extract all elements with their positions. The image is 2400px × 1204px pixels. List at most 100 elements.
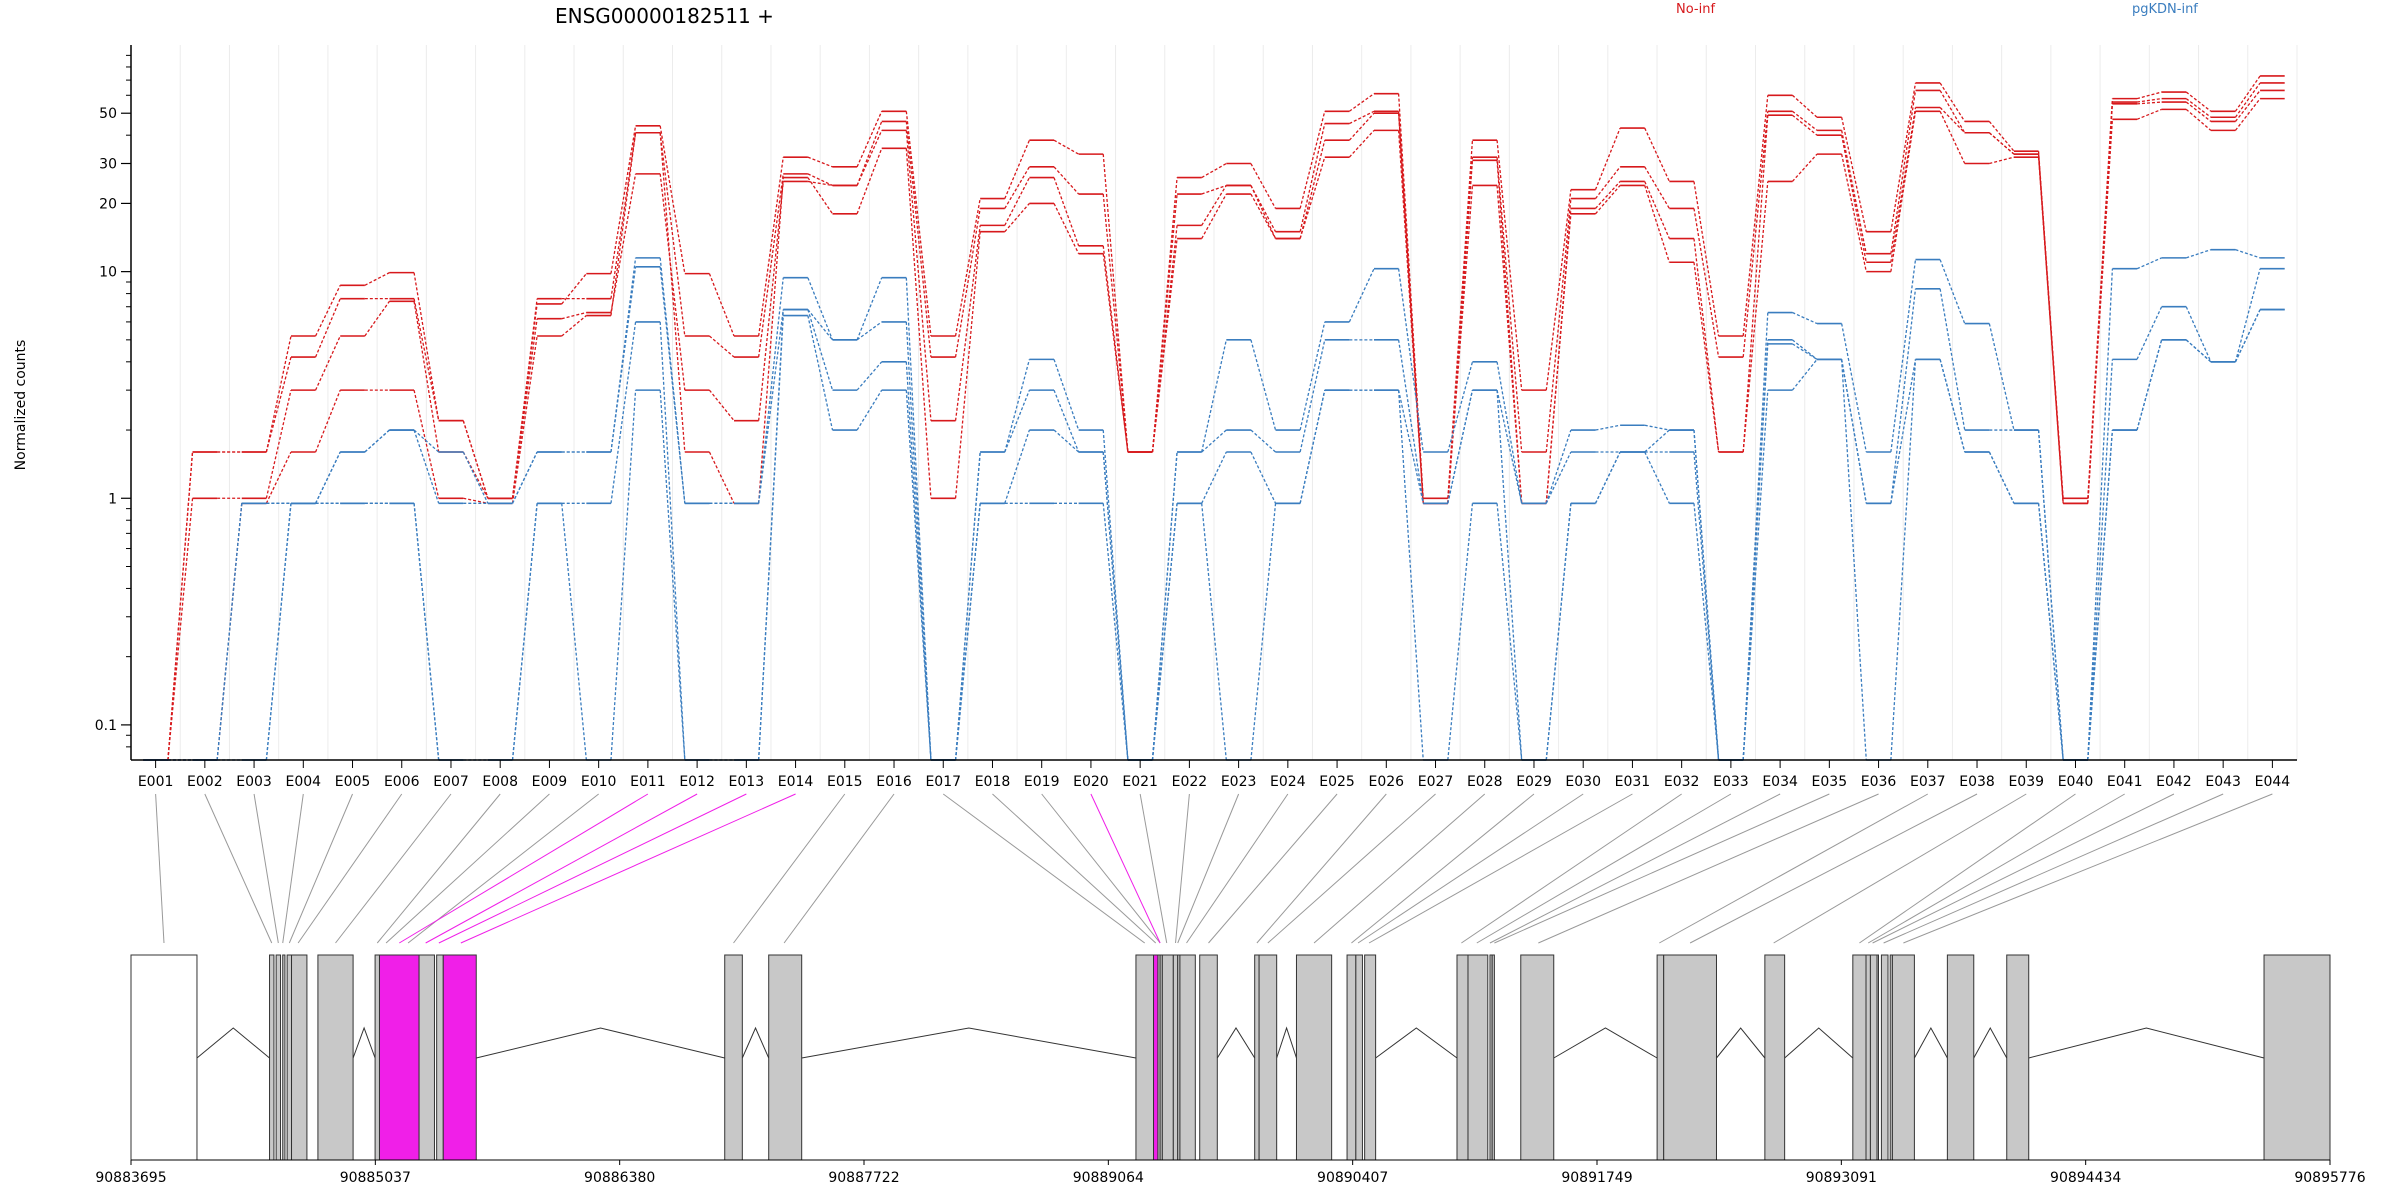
x-tick-label: E039 [2008, 774, 2044, 790]
series-connector [1644, 185, 1670, 263]
series-connector [2234, 90, 2261, 122]
series-connector [315, 285, 341, 337]
series-connector [1102, 253, 1129, 453]
series-connector [2186, 249, 2212, 259]
legend-pgkdn-inf: pgKDN-inf [2132, 2, 2198, 17]
series-connector [1102, 429, 1129, 761]
series-connector [1742, 343, 1769, 761]
bin-connector [376, 793, 501, 944]
series-connector [1644, 424, 1670, 431]
genomic-tick-label: 90893091 [1806, 1170, 1877, 1186]
bin-connector [1867, 793, 2125, 944]
exon-block [418, 954, 435, 1161]
series-connector [1594, 166, 1621, 200]
bin-connector [460, 793, 796, 944]
bin-connector [1090, 793, 1161, 944]
intron-line [741, 1026, 770, 1059]
series-connector [2234, 82, 2261, 118]
exon-block [1346, 954, 1357, 1161]
series-connector [1004, 177, 1030, 226]
series-connector [610, 321, 637, 504]
series-connector [708, 273, 735, 337]
series-connector [2185, 339, 2212, 363]
series-connector [1250, 339, 1277, 431]
series-connector [659, 132, 686, 337]
exon-block [1364, 954, 1377, 1161]
series-connector [1151, 451, 1178, 761]
exon-block [275, 954, 282, 1161]
series-pgkdn-inf [143, 308, 2285, 761]
series-connector [1791, 153, 1818, 182]
series-connector [1890, 107, 1917, 263]
series-connector [1841, 130, 1867, 254]
series-connector [265, 503, 292, 761]
series-connector [1496, 503, 1523, 761]
exon-block [282, 954, 286, 1161]
exon-block [1491, 954, 1495, 1161]
exon-block [1467, 954, 1489, 1161]
series-connector [1792, 114, 1818, 136]
series-connector [1397, 390, 1424, 761]
series-connector [1693, 238, 1720, 453]
bin-connector [1494, 793, 1830, 944]
genomic-tick-label: 90894434 [2050, 1170, 2121, 1186]
series-connector [511, 298, 538, 499]
intron-line [352, 1026, 376, 1059]
x-tick-label: E013 [729, 774, 765, 790]
intron-line [476, 1027, 725, 1059]
series-connector [1201, 503, 1227, 761]
series-connector [807, 180, 833, 187]
bin-connector [992, 793, 1157, 944]
series-connector [413, 389, 440, 499]
series-connector [2087, 359, 2114, 761]
bin-connector [783, 793, 895, 944]
exon-block [378, 954, 420, 1161]
series-connector [1791, 94, 1818, 118]
series-connector [1644, 451, 1670, 504]
bin-connector [1773, 793, 2027, 944]
exon-block [436, 954, 444, 1161]
series-connector [856, 361, 883, 391]
bin-connector [1041, 793, 1161, 944]
series-connector [413, 503, 440, 761]
exon-block [1869, 954, 1878, 1161]
x-tick-label: E005 [335, 774, 371, 790]
series-connector [1447, 361, 1474, 453]
gene-model [130, 954, 2331, 1161]
intron-line [1375, 1027, 1458, 1059]
series-connector [413, 301, 440, 453]
x-tick-label: E028 [1467, 774, 1503, 790]
series-connector [1545, 503, 1572, 761]
series-connector [1988, 451, 2015, 504]
series-connector [314, 389, 341, 453]
bin-connector [1313, 793, 1486, 944]
bin-connector [1357, 793, 1584, 944]
x-tick-label: E021 [1122, 774, 1158, 790]
bin-connector [1256, 793, 1387, 944]
series-connector [1693, 503, 1720, 761]
bin-connector [1883, 793, 2224, 944]
series-connector [1693, 451, 1720, 761]
series-connector [2037, 157, 2064, 504]
exon-block [1355, 954, 1363, 1161]
series-connector [1939, 259, 1966, 324]
exon-block [1179, 954, 1196, 1161]
bin-connector [253, 793, 279, 944]
series-connector [364, 300, 390, 337]
genomic-tick-label: 90886380 [584, 1170, 655, 1186]
intron-line [2028, 1027, 2265, 1059]
bin-connectors [155, 793, 2273, 944]
series-connector [954, 225, 981, 421]
x-tick-label: E027 [1418, 774, 1454, 790]
series-connector [807, 156, 833, 168]
series-connector [1004, 359, 1031, 453]
exon-block [1456, 954, 1469, 1161]
exon-block [1153, 954, 1159, 1161]
series-connector [1693, 429, 1720, 761]
series-connector [1496, 389, 1523, 504]
series-connector [1004, 202, 1030, 233]
series-connector [265, 451, 292, 504]
series-connector [1644, 166, 1670, 209]
y-tick-label: 1 [108, 491, 117, 507]
